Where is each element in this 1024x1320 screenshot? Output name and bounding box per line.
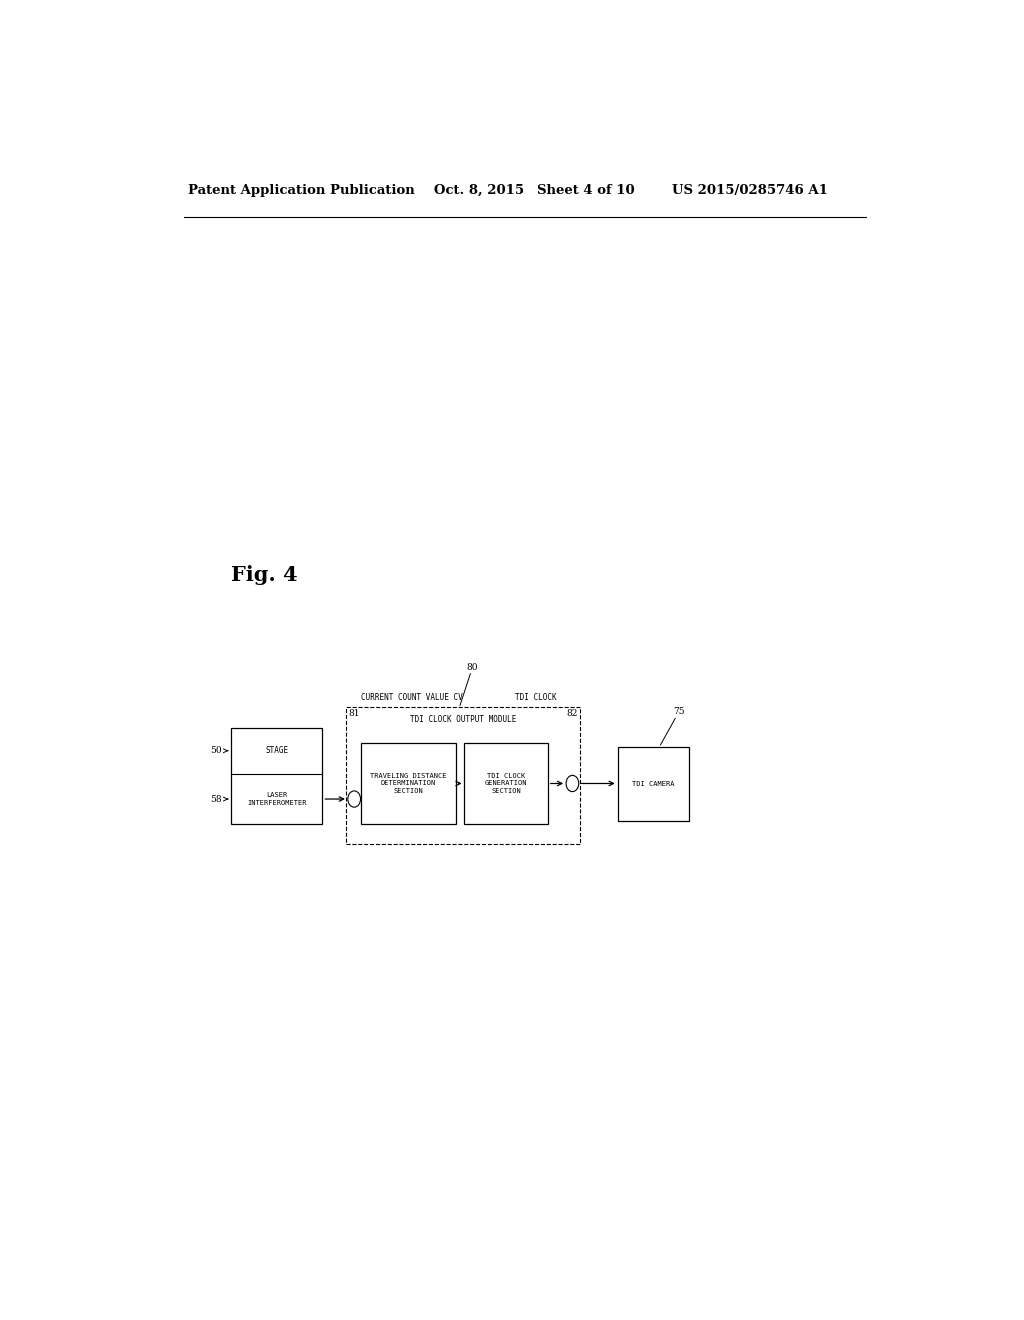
- Text: STAGE: STAGE: [265, 746, 289, 755]
- Text: 58: 58: [210, 795, 221, 804]
- Text: 82: 82: [566, 709, 578, 718]
- Text: TDI CLOCK
GENERATION
SECTION: TDI CLOCK GENERATION SECTION: [485, 774, 527, 795]
- Bar: [465, 743, 548, 824]
- Text: LASER
INTERFEROMETER: LASER INTERFEROMETER: [247, 792, 306, 805]
- Text: US 2015/0285746 A1: US 2015/0285746 A1: [672, 183, 827, 197]
- Text: Fig. 4: Fig. 4: [231, 565, 298, 585]
- Text: 80: 80: [466, 663, 478, 672]
- Text: TDI CLOCK: TDI CLOCK: [515, 693, 556, 702]
- Text: 50: 50: [210, 746, 221, 755]
- Text: 75: 75: [674, 708, 685, 717]
- Text: Patent Application Publication: Patent Application Publication: [187, 183, 415, 197]
- Text: TDI CLOCK OUTPUT MODULE: TDI CLOCK OUTPUT MODULE: [410, 715, 516, 725]
- Text: Sheet 4 of 10: Sheet 4 of 10: [537, 183, 634, 197]
- Text: Oct. 8, 2015: Oct. 8, 2015: [433, 183, 523, 197]
- Bar: [617, 747, 689, 821]
- Bar: [231, 727, 323, 824]
- Bar: [346, 708, 581, 845]
- Text: TRAVELING DISTANCE
DETERMINATION
SECTION: TRAVELING DISTANCE DETERMINATION SECTION: [370, 774, 446, 795]
- Text: TDI CAMERA: TDI CAMERA: [632, 781, 675, 787]
- Text: 81: 81: [348, 709, 360, 718]
- Bar: [360, 743, 456, 824]
- Text: CURRENT COUNT VALUE CV: CURRENT COUNT VALUE CV: [360, 693, 462, 702]
